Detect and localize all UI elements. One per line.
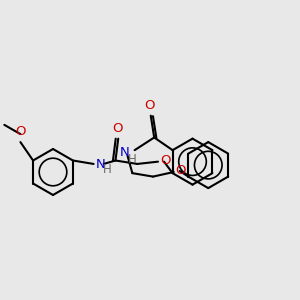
Text: O: O	[15, 125, 26, 138]
Text: H: H	[103, 164, 111, 176]
Text: O: O	[145, 99, 155, 112]
Text: N: N	[96, 158, 105, 171]
Text: O: O	[160, 154, 170, 167]
Text: N: N	[120, 146, 130, 159]
Text: O: O	[112, 122, 122, 135]
Text: O: O	[176, 164, 186, 178]
Text: H: H	[128, 153, 137, 166]
